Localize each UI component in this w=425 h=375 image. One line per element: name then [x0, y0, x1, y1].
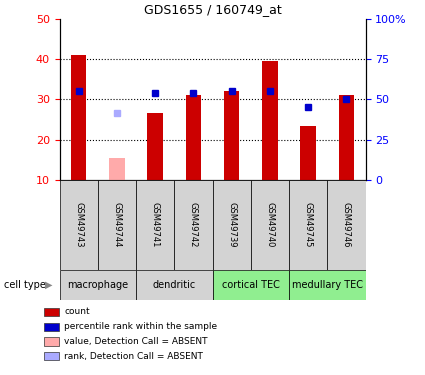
- Bar: [289, 270, 366, 300]
- Bar: [71, 55, 86, 180]
- Bar: [174, 180, 212, 270]
- Bar: [262, 61, 278, 180]
- Bar: [60, 270, 136, 300]
- Text: GSM49741: GSM49741: [150, 202, 160, 248]
- Bar: [98, 180, 136, 270]
- Bar: [300, 126, 316, 180]
- Text: value, Detection Call = ABSENT: value, Detection Call = ABSENT: [64, 337, 208, 346]
- Bar: [136, 270, 212, 300]
- Bar: [327, 180, 366, 270]
- Text: macrophage: macrophage: [67, 280, 128, 290]
- Text: count: count: [64, 308, 90, 316]
- Bar: [212, 180, 251, 270]
- Text: GSM49740: GSM49740: [265, 202, 275, 248]
- Bar: [44, 352, 59, 360]
- Bar: [109, 158, 125, 180]
- Bar: [186, 95, 201, 180]
- Bar: [224, 92, 239, 180]
- Text: GSM49745: GSM49745: [303, 202, 313, 248]
- Text: GSM49739: GSM49739: [227, 202, 236, 248]
- Bar: [339, 95, 354, 180]
- Text: GSM49746: GSM49746: [342, 202, 351, 248]
- Bar: [44, 338, 59, 346]
- Bar: [44, 322, 59, 331]
- Bar: [44, 308, 59, 316]
- Bar: [212, 270, 289, 300]
- Title: GDS1655 / 160749_at: GDS1655 / 160749_at: [144, 3, 281, 16]
- Text: ▶: ▶: [45, 280, 52, 290]
- Text: cell type: cell type: [4, 280, 46, 290]
- Text: GSM49743: GSM49743: [74, 202, 83, 248]
- Text: GSM49744: GSM49744: [112, 202, 122, 248]
- Text: GSM49742: GSM49742: [189, 202, 198, 248]
- Bar: [147, 114, 163, 180]
- Bar: [136, 180, 174, 270]
- Text: cortical TEC: cortical TEC: [222, 280, 280, 290]
- Bar: [60, 180, 98, 270]
- Text: rank, Detection Call = ABSENT: rank, Detection Call = ABSENT: [64, 352, 203, 361]
- Text: medullary TEC: medullary TEC: [292, 280, 363, 290]
- Bar: [251, 180, 289, 270]
- Bar: [289, 180, 327, 270]
- Text: dendritic: dendritic: [153, 280, 196, 290]
- Text: percentile rank within the sample: percentile rank within the sample: [64, 322, 217, 331]
